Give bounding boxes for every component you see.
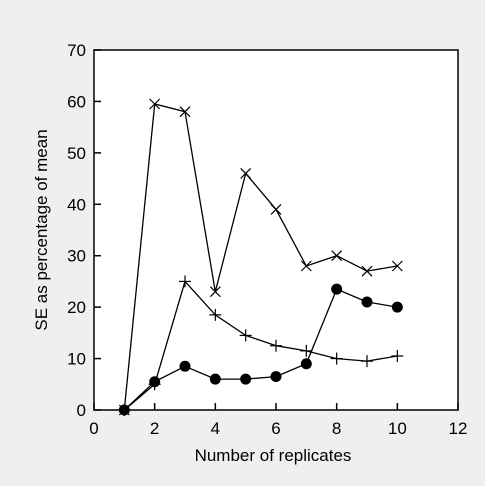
series-line	[123, 103, 398, 411]
data-point	[361, 296, 373, 308]
data-point	[361, 355, 373, 368]
data-point	[209, 286, 221, 298]
data-point	[149, 98, 161, 110]
marker-stroke	[331, 250, 343, 262]
series-3	[118, 283, 403, 416]
x-tick-label: 6	[271, 419, 280, 438]
data-point	[179, 275, 191, 288]
data-point	[240, 373, 252, 385]
axis-ticks	[93, 49, 459, 411]
marker-stroke	[391, 260, 403, 272]
data-point	[331, 250, 343, 262]
data-point	[300, 260, 312, 272]
marker-stroke	[149, 98, 161, 110]
data-point	[270, 204, 282, 215]
y-tick-label: 50	[67, 144, 86, 163]
data-point	[331, 283, 343, 295]
marker-stroke	[209, 286, 221, 298]
y-tick-label: 10	[67, 350, 86, 369]
data-point	[179, 360, 191, 372]
data-point	[391, 260, 403, 272]
data-point	[300, 358, 312, 370]
x-tick-label: 4	[211, 419, 220, 438]
y-tick-label: 70	[67, 41, 86, 60]
y-axis-title: SE as percentage of mean	[32, 129, 51, 330]
data-point	[330, 352, 343, 365]
series-line	[123, 288, 398, 411]
data-point	[361, 265, 373, 277]
marker-stroke	[240, 168, 252, 179]
data-point	[270, 371, 282, 383]
y-tick-label: 30	[67, 247, 86, 266]
tick-labels: 0 2 4 6 8 10 12 0 10 20 30 40 50 60 70	[67, 41, 467, 438]
marker-stroke	[270, 204, 282, 215]
y-tick-label: 60	[67, 92, 86, 111]
series-1	[118, 98, 403, 416]
marker-stroke	[179, 106, 191, 118]
data-point	[118, 404, 130, 416]
y-tick-label: 40	[67, 195, 86, 214]
data-point	[270, 339, 282, 352]
x-tick-label: 2	[150, 419, 159, 438]
series-line	[123, 280, 398, 411]
x-tick-label: 8	[332, 419, 341, 438]
x-tick-label: 10	[388, 419, 407, 438]
data-point	[239, 329, 252, 342]
data-point	[391, 301, 403, 313]
data-point	[300, 344, 313, 357]
data-point	[179, 106, 191, 118]
y-tick-label: 0	[77, 401, 86, 420]
x-axis-title: Number of replicates	[195, 446, 352, 465]
marker-stroke	[361, 265, 373, 277]
plot-area	[93, 49, 459, 411]
data-point	[209, 308, 222, 321]
data-point	[149, 376, 161, 388]
data-point	[240, 168, 252, 179]
y-tick-label: 20	[67, 298, 86, 317]
marker-stroke	[300, 260, 312, 272]
data-point	[209, 373, 221, 385]
x-tick-label: 0	[89, 419, 98, 438]
data-point	[391, 350, 404, 362]
series-layer	[118, 98, 404, 416]
x-tick-label: 12	[449, 419, 468, 438]
